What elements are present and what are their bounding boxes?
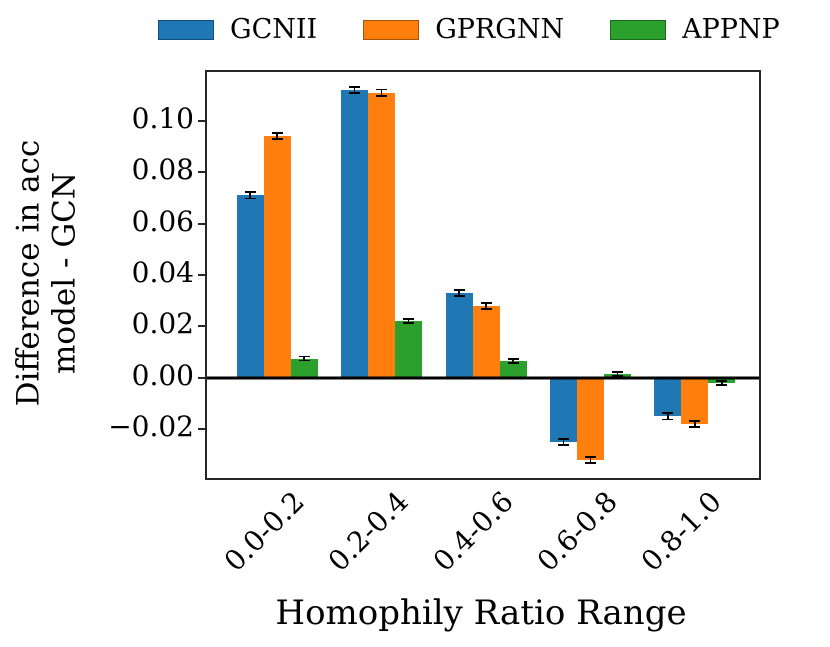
y-tick-label: 0.06 xyxy=(131,204,194,238)
y-tick-label: 0.00 xyxy=(131,358,194,392)
error-bar-cap xyxy=(716,384,728,386)
bar-gcnii-0.2-0.4 xyxy=(341,89,369,378)
error-bar-cap xyxy=(689,420,701,422)
bar-gprgnn-0.2-0.4 xyxy=(368,92,396,378)
bar-gcnii-0.6-0.8 xyxy=(550,377,577,443)
x-tick-label: 0.6-0.8 xyxy=(530,484,624,578)
x-axis: 0.0-0.2 0.2-0.4 0.4-0.6 0.6-0.8 0.8-1.0 xyxy=(205,479,757,599)
legend-label-gcnii: GCNII xyxy=(230,14,318,45)
plot-area xyxy=(198,70,761,480)
bar-appnp-0.4-0.6 xyxy=(499,361,527,378)
y-tick-label: 0.02 xyxy=(131,307,194,341)
y-tick-mark xyxy=(198,428,206,431)
error-bar-cap xyxy=(453,289,465,291)
y-tick-label: 0.04 xyxy=(131,256,194,289)
legend-swatch-appnp xyxy=(610,19,667,40)
error-bar-cap xyxy=(480,301,492,304)
y-tick-mark xyxy=(198,119,206,122)
error-bar-line xyxy=(380,89,383,96)
bar-gprgnn-0.6-0.8 xyxy=(577,377,604,460)
y-axis: 0.10 0.08 0.06 0.04 0.02 0.00 −0.02 xyxy=(0,70,194,476)
legend-label-appnp: APPNP xyxy=(682,14,780,45)
bar-appnp-0.2-0.4 xyxy=(395,321,423,378)
error-bar-line xyxy=(276,133,278,140)
error-bar-line xyxy=(721,380,723,385)
error-bar-cap xyxy=(403,322,415,325)
error-bar-cap xyxy=(349,86,361,88)
error-bar-line xyxy=(485,302,487,309)
legend-swatch-gprgnn xyxy=(363,19,420,40)
error-bar-line xyxy=(694,420,696,428)
y-tick-mark xyxy=(198,325,206,328)
error-bar-cap xyxy=(689,426,701,429)
error-bar-cap xyxy=(662,412,674,415)
error-bar-cap xyxy=(244,197,256,200)
error-bar-line xyxy=(589,456,592,464)
error-bar-cap xyxy=(612,370,623,373)
error-bar-line xyxy=(407,319,410,324)
x-tick-label: 0.8-1.0 xyxy=(635,484,729,578)
chart-legend: GCNII GPRGNN APPNP xyxy=(158,16,780,43)
error-bar-cap xyxy=(662,418,674,421)
x-tick-label: 0.0-0.2 xyxy=(217,484,311,578)
error-bar-cap xyxy=(558,444,569,446)
error-bar-line xyxy=(667,413,669,420)
error-bar-line xyxy=(616,371,619,376)
error-bar-line xyxy=(249,192,251,199)
error-bar-cap xyxy=(480,308,492,310)
error-bar-cap xyxy=(271,132,283,135)
bar-gprgnn-0.0-0.2 xyxy=(263,136,291,378)
error-bar-line xyxy=(303,356,305,361)
error-bar-cap xyxy=(271,138,283,141)
error-bar-cap xyxy=(585,462,596,464)
y-tick-label: 0.10 xyxy=(131,101,194,135)
error-bar-cap xyxy=(376,94,388,97)
legend-swatch-gcnii xyxy=(158,19,214,40)
y-tick-mark xyxy=(198,222,206,225)
error-bar-cap xyxy=(507,362,519,365)
legend-item-gprgnn: GPRGNN xyxy=(363,16,564,43)
y-tick-mark xyxy=(198,376,206,379)
bar-gcnii-0.8-1.0 xyxy=(654,377,682,417)
x-axis-label: Homophily Ratio Range xyxy=(275,593,687,633)
bar-gprgnn-0.4-0.6 xyxy=(472,305,500,378)
error-bar-cap xyxy=(376,88,388,91)
bar-gcnii-0.0-0.2 xyxy=(236,195,264,378)
legend-label-gprgnn: GPRGNN xyxy=(435,14,565,45)
error-bar-line xyxy=(512,359,514,364)
y-tick-label: 0.08 xyxy=(131,153,194,187)
error-bar-cap xyxy=(507,358,519,360)
error-bar-cap xyxy=(298,355,310,358)
error-bar-cap xyxy=(244,191,256,194)
error-bar-cap xyxy=(298,359,310,362)
x-tick-label: 0.4-0.6 xyxy=(426,484,520,578)
error-bar-cap xyxy=(585,456,596,458)
error-bar-cap xyxy=(403,318,415,321)
error-bar-cap xyxy=(558,438,569,440)
legend-item-gcnii: GCNII xyxy=(158,16,317,43)
error-bar-line xyxy=(353,86,356,94)
error-bar-cap xyxy=(349,92,361,94)
bar-gcnii-0.4-0.6 xyxy=(445,292,473,378)
error-bar-cap xyxy=(612,375,623,377)
x-tick-label: 0.2-0.4 xyxy=(321,484,415,578)
bar-gprgnn-0.8-1.0 xyxy=(681,377,709,425)
error-bar-line xyxy=(458,289,460,297)
bar-appnp-0.0-0.2 xyxy=(290,358,318,378)
legend-item-appnp: APPNP xyxy=(610,16,780,43)
error-bar-cap xyxy=(453,295,465,297)
error-bar-line xyxy=(562,438,565,446)
y-tick-label: −0.02 xyxy=(108,410,194,444)
error-bar-cap xyxy=(716,379,728,382)
y-tick-mark xyxy=(198,171,206,174)
zero-baseline xyxy=(207,376,759,380)
y-tick-mark xyxy=(198,274,206,276)
